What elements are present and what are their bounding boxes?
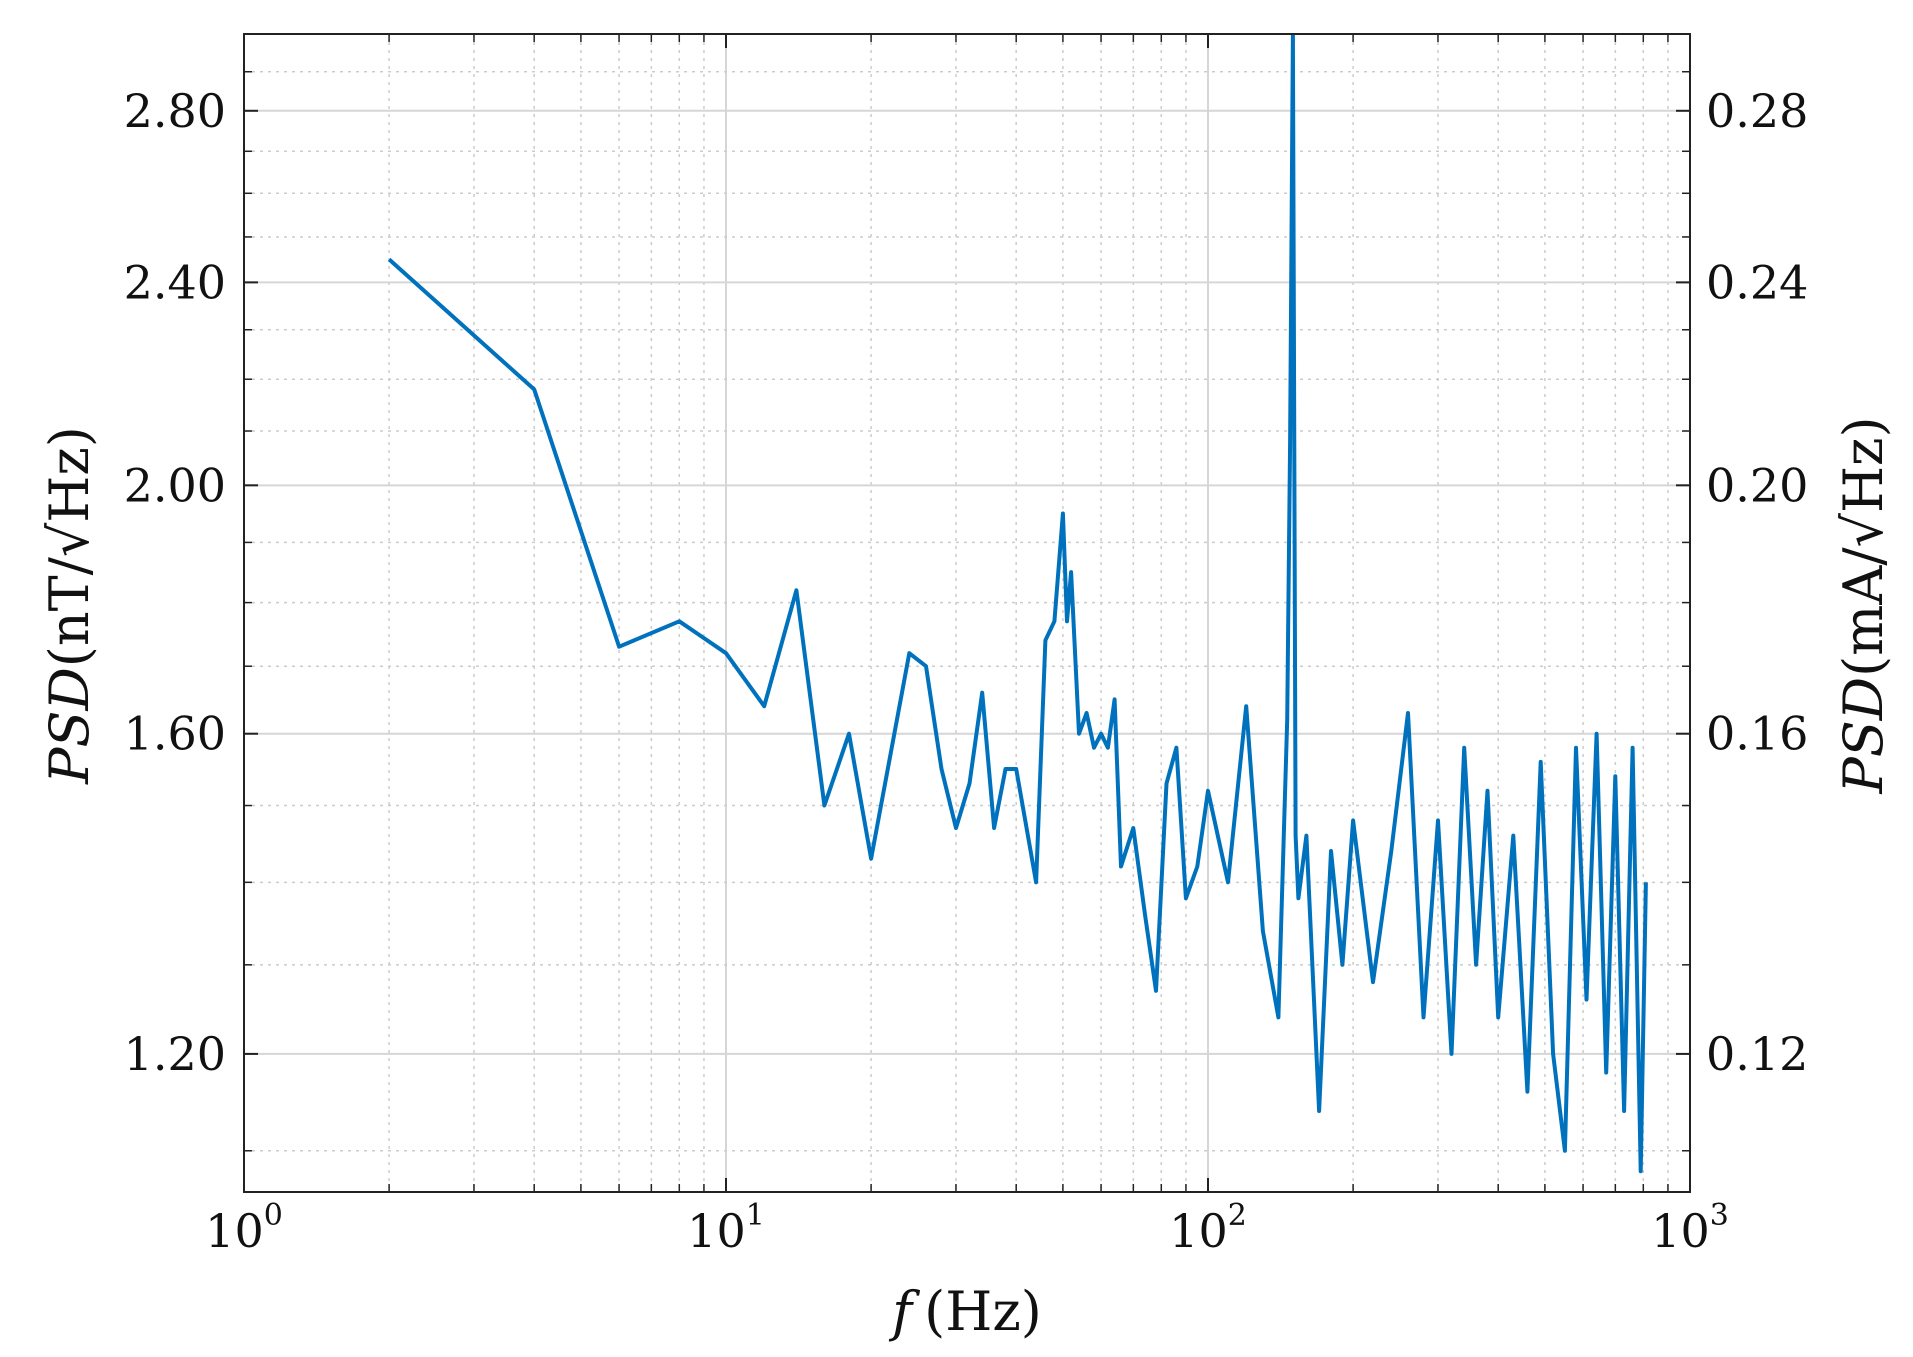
x-tick-labels: 100 101 102 103 xyxy=(205,1198,1729,1258)
x-axis-title: f (Hz) xyxy=(888,1280,1042,1343)
y-axis-title: PSD(nT/√Hz) xyxy=(38,426,101,785)
series-layer xyxy=(387,34,1648,1174)
plot-frame xyxy=(243,33,1691,1193)
y-tick-label: 1.60 xyxy=(124,707,226,761)
x-tick-label: 102 xyxy=(1169,1198,1247,1258)
y2-tick-labels: 0.12 0.16 0.20 0.24 0.28 xyxy=(1706,84,1808,1081)
psd-series-line xyxy=(387,34,1648,1174)
y-tick-label: 2.80 xyxy=(124,84,226,138)
ticks xyxy=(244,34,1690,1192)
y-tick-label: 1.20 xyxy=(124,1027,226,1081)
x-tick-label: 103 xyxy=(1651,1198,1729,1258)
y-tick-label: 2.40 xyxy=(124,255,226,309)
y2-tick-label: 0.16 xyxy=(1706,707,1808,761)
y2-tick-label: 0.24 xyxy=(1706,255,1808,309)
x-tick-label: 101 xyxy=(687,1198,765,1258)
y2-tick-label: 0.20 xyxy=(1706,458,1808,512)
y-tick-label: 2.00 xyxy=(124,458,226,512)
x-tick-label: 100 xyxy=(205,1198,283,1258)
y2-axis-title: PSD(mA/√Hz) xyxy=(1832,416,1895,794)
grid xyxy=(244,34,1690,1192)
y-tick-labels: 1.20 1.60 2.00 2.40 2.80 xyxy=(124,84,226,1081)
y2-tick-label: 0.12 xyxy=(1706,1027,1808,1081)
y2-tick-label: 0.28 xyxy=(1706,84,1808,138)
